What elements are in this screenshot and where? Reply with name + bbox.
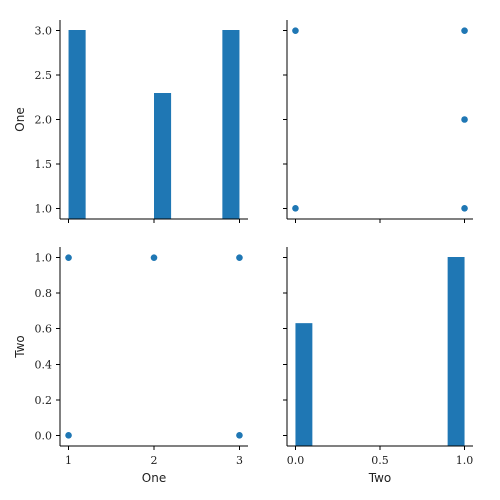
scatter-point	[65, 432, 72, 439]
x-tick-label: 3	[236, 454, 243, 467]
x-tick-label: 0.5	[371, 454, 389, 467]
x-tick-label: 1	[65, 454, 72, 467]
panel-two-vs-one: 0.0 0.2 0.4 0.6 0.8 1.0 1 2 3 One Two	[13, 247, 248, 485]
y-tick-label: 0.8	[35, 287, 53, 300]
x-tick-label: 2	[151, 454, 158, 467]
scatter-point	[292, 27, 299, 34]
scatter-point	[461, 27, 468, 34]
hist-bar	[447, 257, 465, 446]
hist-bar	[295, 323, 313, 446]
scatter-point	[65, 254, 72, 261]
y-tick-label: 0.6	[35, 323, 53, 336]
panel-two-vs-two: 0.0 0.5 1.0 Two	[283, 247, 473, 485]
y-tick-label: 0.4	[35, 358, 53, 371]
x-axis-label: One	[142, 471, 166, 485]
scatter-point	[461, 116, 468, 123]
scatter-point	[236, 432, 243, 439]
y-tick-label: 1.5	[35, 158, 53, 171]
y-tick-label: 2.0	[35, 114, 53, 127]
scatter-point	[150, 254, 158, 261]
y-axis-label: Two	[13, 335, 27, 359]
panel-one-vs-one: 1.0 1.5 2.0 2.5 3.0 One	[13, 20, 248, 223]
x-axis-label: Two	[368, 471, 392, 485]
y-tick-label: 1.0	[35, 202, 53, 215]
y-tick-label: 1.0	[35, 252, 53, 265]
y-tick-label: 0.2	[35, 394, 53, 407]
hist-bar	[154, 93, 172, 219]
x-tick-label: 1.0	[456, 454, 474, 467]
hist-bar	[222, 30, 240, 219]
scatter-point	[292, 205, 299, 212]
x-tick-label: 0.0	[287, 454, 305, 467]
y-axis-label: One	[13, 107, 27, 131]
hist-bar	[68, 30, 86, 219]
scatter-point	[461, 205, 468, 212]
scatter-point	[236, 254, 243, 261]
y-tick-label: 0.0	[35, 429, 53, 442]
y-tick-label: 3.0	[35, 25, 53, 38]
y-tick-label: 2.5	[35, 69, 53, 82]
panel-one-vs-two	[283, 20, 473, 223]
